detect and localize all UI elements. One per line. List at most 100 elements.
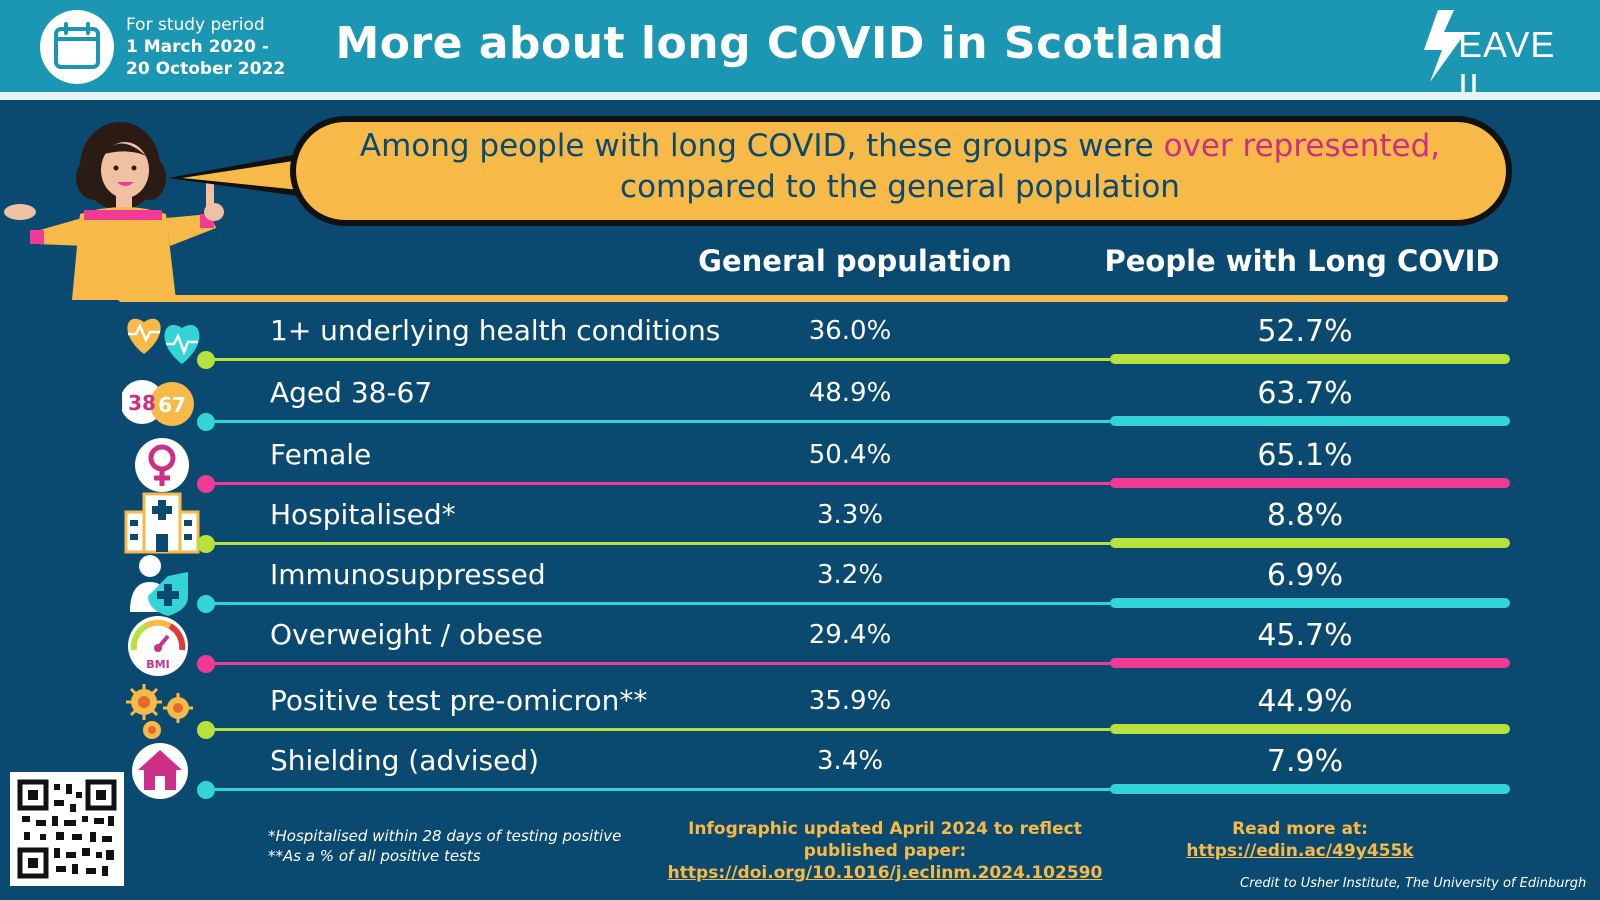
- bmi-gauge-icon: BMI: [122, 610, 192, 680]
- long-covid-value: 45.7%: [1257, 618, 1353, 653]
- row-divider-bar: [1110, 598, 1510, 608]
- long-covid-value: 44.9%: [1257, 684, 1353, 719]
- row-divider-dot: [197, 351, 215, 369]
- row-label: Female: [270, 438, 372, 471]
- row-divider-line: [210, 662, 1110, 665]
- column-header-general: General population: [698, 244, 1012, 278]
- speech-bubble-tail: [168, 154, 300, 196]
- qr-code-icon: [17, 779, 117, 879]
- row-divider-bar: [1110, 658, 1510, 668]
- table-row: Immunosuppressed 3.2% 6.9%: [0, 555, 1600, 634]
- row-divider-bar: [1110, 354, 1510, 364]
- period-label: For study period: [126, 15, 265, 35]
- row-label: Aged 38-67: [270, 376, 433, 409]
- speech-bubble: [290, 116, 1512, 226]
- eave-logo: EAVE II: [1420, 10, 1570, 107]
- general-population-value: 3.3%: [816, 500, 884, 530]
- row-label: Positive test pre-omicron**: [270, 684, 648, 717]
- bubble-text-before: Among people with long COVID, these grou…: [359, 128, 1164, 164]
- row-divider-dot: [197, 535, 215, 553]
- row-divider-dot: [197, 413, 215, 431]
- row-divider-bar: [1110, 416, 1510, 426]
- row-divider-line: [210, 728, 1110, 731]
- general-population-value: 50.4%: [808, 440, 892, 470]
- period-end: 20 October 2022: [126, 59, 286, 79]
- row-divider-line: [210, 542, 1110, 545]
- row-divider-dot: [197, 475, 215, 493]
- eave-logo-mark-icon: [1424, 10, 1466, 82]
- general-population-value: 3.2%: [816, 560, 884, 590]
- row-label: 1+ underlying health conditions: [270, 314, 721, 347]
- table-row: Shielding (advised) 3.4% 7.9%: [0, 743, 1600, 820]
- heart-pulse-icon: [122, 306, 200, 376]
- read-more-link[interactable]: https://edin.ac/49y455k: [1186, 841, 1414, 861]
- general-population-value: 3.4%: [816, 746, 884, 776]
- long-covid-value: 52.7%: [1257, 314, 1353, 349]
- long-covid-value: 63.7%: [1257, 376, 1353, 411]
- row-divider-dot: [197, 721, 215, 739]
- table-row: 1+ underlying health conditions 36.0% 52.7…: [0, 314, 1600, 390]
- long-covid-value: 65.1%: [1257, 438, 1353, 473]
- read-more: Read more at: https://edin.ac/49y455k: [1170, 818, 1430, 862]
- study-period: For study period 1 March 2020 - 20 Octob…: [126, 14, 285, 80]
- person-illustration: [0, 118, 240, 300]
- general-population-value: 36.0%: [808, 316, 892, 346]
- general-population-value: 48.9%: [808, 378, 892, 408]
- footnote-positive-tests: **As a % of all positive tests: [268, 847, 481, 865]
- age-badge-icon: 38 67: [120, 368, 194, 438]
- update-line-2: published paper:: [803, 841, 967, 861]
- header-divider: [0, 92, 1600, 100]
- bubble-text-highlight: over represented,: [1163, 128, 1441, 164]
- long-covid-value: 8.8%: [1266, 498, 1344, 533]
- row-label: Hospitalised*: [270, 498, 456, 531]
- female-symbol-icon: [122, 430, 192, 500]
- row-divider-bar: [1110, 538, 1510, 548]
- long-covid-value: 6.9%: [1266, 558, 1344, 593]
- svg-text:38: 38: [128, 391, 156, 415]
- row-label: Overweight / obese: [270, 618, 543, 651]
- row-divider-line: [210, 420, 1110, 423]
- footnotes: *Hospitalised within 28 days of testing …: [268, 826, 621, 866]
- credit-text: Credit to Usher Institute, The Universit…: [1240, 876, 1587, 891]
- logo-text: EAVE II: [1458, 24, 1556, 107]
- period-start: 1 March 2020 -: [126, 37, 269, 57]
- update-note: Infographic updated April 2024 to reflec…: [660, 818, 1110, 884]
- hospital-icon: [122, 490, 200, 560]
- home-icon: [122, 736, 192, 806]
- calendar-icon: [40, 10, 114, 84]
- row-divider-dot: [197, 655, 215, 673]
- read-more-label: Read more at:: [1232, 819, 1368, 839]
- row-divider-bar: [1110, 724, 1510, 734]
- row-divider-bar: [1110, 478, 1510, 488]
- row-divider-line: [210, 358, 1110, 361]
- row-divider-dot: [197, 781, 215, 799]
- immune-shield-icon: [122, 550, 192, 620]
- long-covid-value: 7.9%: [1266, 744, 1344, 779]
- row-divider-dot: [197, 595, 215, 613]
- row-label: Immunosuppressed: [270, 558, 546, 591]
- footnote-hospitalised: *Hospitalised within 28 days of testing …: [268, 827, 622, 845]
- row-divider-bar: [1110, 784, 1510, 794]
- svg-text:67: 67: [158, 393, 186, 417]
- table-row: Hospitalised* 3.3% 8.8%: [0, 492, 1600, 574]
- row-divider-line: [210, 482, 1110, 485]
- bubble-text-after: compared to the general population: [620, 169, 1180, 205]
- row-divider-line: [210, 602, 1110, 605]
- speech-bubble-text: Among people with long COVID, these grou…: [310, 126, 1490, 208]
- page-title: More about long COVID in Scotland: [335, 18, 1225, 69]
- svg-text:BMI: BMI: [146, 658, 169, 671]
- general-population-value: 35.9%: [808, 686, 892, 716]
- update-line-1: Infographic updated April 2024 to reflec…: [688, 819, 1082, 839]
- table-row: 38 67 Aged 38-67 48.9% 63.7%: [0, 376, 1600, 452]
- general-population-value: 29.4%: [808, 620, 892, 650]
- row-label: Shielding (advised): [270, 744, 539, 777]
- header-rule: [118, 295, 1508, 302]
- paper-link[interactable]: https://doi.org/10.1016/j.eclinm.2024.10…: [667, 863, 1103, 883]
- virus-icon: [122, 676, 193, 746]
- column-header-long-covid: People with Long COVID: [1104, 244, 1500, 278]
- table-row: BMI Overweight / obese 29.4% 45.7%: [0, 616, 1600, 694]
- qr-code[interactable]: [10, 772, 124, 886]
- header-bar: For study period 1 March 2020 - 20 Octob…: [0, 0, 1600, 107]
- table-row: Female 50.4% 65.1%: [0, 438, 1600, 514]
- table-row: Positive test pre-omicron** 35.9% 44.9%: [0, 684, 1600, 760]
